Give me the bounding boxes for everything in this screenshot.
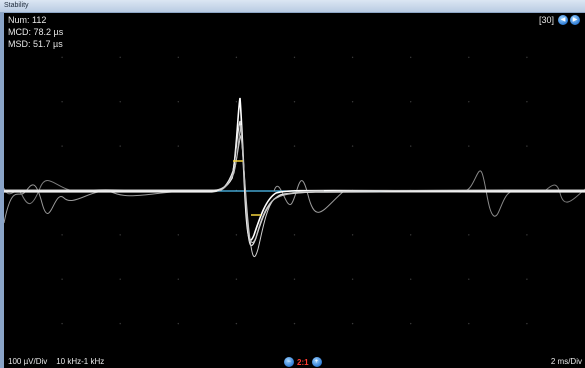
grid-dot	[119, 234, 121, 236]
noisy-trace-3	[273, 180, 345, 213]
grid-dot	[61, 56, 63, 59]
noisy-trace-5	[543, 184, 585, 203]
response-trace-2	[4, 120, 585, 247]
grid-dot	[119, 278, 121, 280]
grid-dot	[293, 234, 296, 236]
grid-dot	[351, 101, 354, 103]
window-frame-left	[0, 13, 4, 368]
grid-dot	[293, 278, 296, 280]
grid-dot	[177, 322, 179, 325]
grid-dot	[468, 56, 470, 59]
stat-msd: MSD: 51.7 µs	[8, 39, 63, 49]
grid-dot	[293, 56, 296, 59]
grid-dot	[468, 101, 470, 103]
grid-dot	[293, 101, 296, 103]
grid-dot	[119, 56, 121, 59]
grid-dot	[61, 278, 63, 280]
response-trace-1	[4, 97, 585, 241]
grid-dot	[177, 278, 179, 280]
grid-dot	[526, 56, 528, 59]
noisy-trace-1	[4, 184, 205, 224]
grid-dot	[235, 322, 238, 325]
waveform-canvas	[4, 56, 585, 325]
grid-dot	[526, 278, 528, 280]
grid-dot	[526, 322, 528, 325]
waveform-plot-area[interactable]	[4, 13, 585, 368]
window-title: Stability	[4, 2, 29, 9]
grid-dot	[526, 234, 528, 236]
sweep-count: [30]	[538, 15, 554, 25]
grid-dot	[410, 322, 412, 325]
grid-dot	[177, 145, 179, 147]
minus-icon[interactable]: −	[284, 357, 294, 367]
acquisition-settings: 100 µV/Div 10 kHz-1 kHz	[8, 357, 104, 366]
filter-label[interactable]: 10 kHz-1 kHz	[56, 357, 105, 366]
grid-dot	[119, 145, 121, 147]
response-trace-4	[218, 124, 325, 243]
sweep-navigation: [30] ◀ ▶	[539, 14, 580, 26]
grid-dot	[468, 322, 470, 325]
title-bar: Stability	[0, 0, 585, 13]
grid-dot	[351, 322, 354, 325]
grid-dot	[119, 101, 121, 103]
grid-dot	[468, 145, 470, 147]
grid-dot	[177, 56, 179, 59]
grid-dot	[177, 101, 179, 103]
grid-dot	[293, 322, 296, 325]
grid-dot	[61, 322, 63, 325]
grid-dot	[410, 145, 412, 147]
stat-mcd: MCD: 78.2 µs	[8, 27, 64, 37]
stat-num: Num: 112	[8, 15, 47, 25]
gain-value: 2:1	[297, 357, 309, 367]
grid-dot	[351, 145, 354, 147]
grid-dot	[468, 278, 470, 280]
plus-icon[interactable]: +	[311, 357, 322, 367]
grid-dot	[61, 101, 63, 103]
grid-dot	[410, 278, 412, 280]
grid-dot	[61, 145, 63, 147]
grid-dot	[351, 234, 354, 236]
grid-dot	[235, 278, 238, 280]
grid-dot	[410, 234, 412, 236]
grid-dot	[468, 234, 470, 236]
grid-dot	[119, 322, 121, 325]
grid-dot	[410, 101, 412, 103]
grid-dot	[351, 56, 354, 59]
response-trace-3	[4, 134, 585, 258]
right-arrow-icon[interactable]: ▶	[570, 15, 580, 25]
sensitivity-label[interactable]: 100 µV/Div	[8, 357, 48, 366]
grid-dot	[235, 56, 238, 59]
noisy-trace-4	[463, 170, 515, 217]
grid-dot	[526, 101, 528, 103]
grid-dot	[61, 234, 63, 236]
grid-dot	[526, 145, 528, 147]
grid-dot	[235, 101, 238, 103]
grid-dot	[177, 234, 179, 236]
timebase-label[interactable]: 2 ms/Div	[550, 357, 582, 366]
grid-dot	[351, 278, 354, 280]
left-arrow-icon[interactable]: ◀	[558, 15, 568, 25]
grid-dot	[235, 234, 238, 236]
grid-dot	[293, 145, 296, 147]
grid-dot	[410, 56, 412, 59]
gain-control: − 2:1 +	[284, 357, 322, 367]
